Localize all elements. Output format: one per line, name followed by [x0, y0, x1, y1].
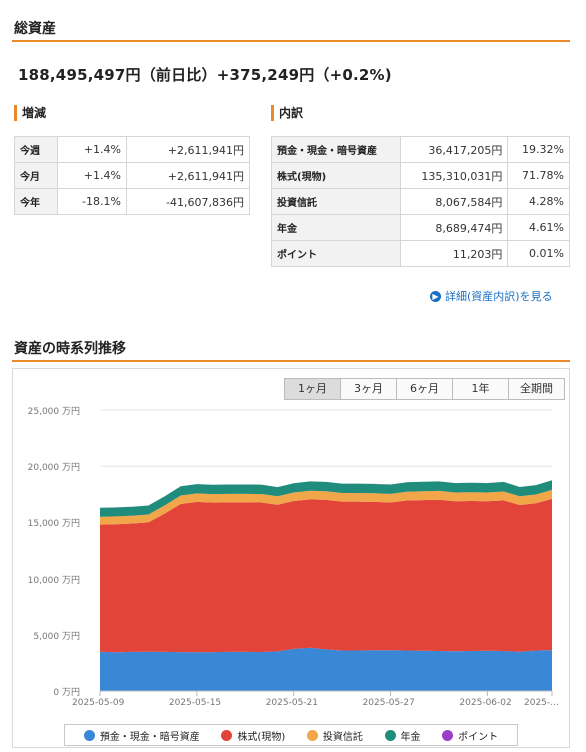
y-tick-label: 0 万円	[53, 688, 80, 698]
x-tick-label: 2025-…	[524, 698, 560, 708]
chart-frame	[12, 368, 570, 748]
asset-amount: 8,689,474円	[400, 214, 509, 241]
asset-class-label: 株式(現物)	[270, 162, 402, 189]
legend-label: 預金・現金・暗号資産	[99, 731, 200, 743]
title-divider	[12, 40, 570, 42]
range-button-4[interactable]: 全期間	[508, 378, 565, 400]
change-percent: +1.4%	[56, 162, 127, 189]
asset-percent: 19.32%	[507, 136, 570, 163]
breakdown-section-title: 内訳	[271, 104, 303, 121]
legend-dot-icon	[306, 729, 318, 741]
total-assets-summary: 188,495,497円（前日比）+375,249円（+0.2%)	[18, 66, 392, 84]
legend-item-4[interactable]: ポイント	[442, 728, 498, 743]
area-series-1	[100, 498, 552, 653]
table-row: 年金 8,689,474円 4.61%	[270, 214, 570, 241]
timeseries-divider	[12, 360, 570, 362]
asset-amount: 11,203円	[400, 240, 509, 267]
asset-class-label: ポイント	[270, 240, 402, 267]
x-tick-label: 2025-05-27	[362, 698, 415, 708]
asset-class-label: 年金	[270, 214, 402, 241]
table-row: ポイント 11,203円 0.01%	[270, 240, 570, 267]
page-title: 総資産	[14, 21, 56, 37]
x-tick-label: 2025-05-21	[265, 698, 319, 708]
legend-dot-icon	[442, 729, 454, 741]
asset-percent: 4.61%	[507, 214, 570, 241]
asset-percent: 71.78%	[507, 162, 570, 189]
table-row: 投資信託 8,067,584円 4.28%	[270, 188, 570, 215]
x-tick-label: 2025-05-15	[168, 698, 222, 708]
y-tick-label: 20,000 万円	[27, 463, 80, 474]
detail-breakdown-link-label: 詳細(資産内訳)を見る	[445, 290, 553, 303]
legend-label: 株式(現物)	[237, 731, 286, 743]
area-series-2	[100, 489, 552, 525]
y-tick-label: 25,000 万円	[27, 407, 80, 417]
legend-dot-icon	[83, 729, 95, 741]
legend-item-3[interactable]: 年金	[384, 728, 421, 743]
asset-amount: 8,067,584円	[400, 188, 509, 215]
asset-percent: 4.28%	[507, 188, 570, 215]
range-button-3[interactable]: 1年	[452, 378, 509, 400]
change-table: 今週 +1.4% +2,611,941円 今月 +1.4% +2,611,941円 今年 -1…	[14, 136, 251, 215]
y-tick-label: 5,000 万円	[33, 631, 80, 642]
y-tick-label: 10,000 万円	[27, 575, 80, 586]
change-percent: -18.1%	[56, 188, 127, 215]
change-section-title: 増減	[14, 104, 46, 121]
change-amount: +2,611,941円	[125, 162, 251, 189]
x-tick-label: 2025-06-02	[459, 698, 512, 708]
change-amount: -41,607,836円	[125, 188, 251, 215]
asset-class-label: 投資信託	[270, 188, 402, 215]
legend-label: 投資信託	[322, 731, 363, 743]
asset-amount: 36,417,205円	[400, 136, 509, 163]
legend-dot-icon	[221, 729, 233, 741]
row-label: 今年	[14, 188, 58, 215]
table-row: 今週 +1.4% +2,611,941円	[14, 136, 251, 163]
legend-item-2[interactable]: 投資信託	[306, 728, 363, 743]
detail-breakdown-link[interactable]: ▶ 詳細(資産内訳)を見る	[430, 288, 553, 304]
table-row: 今年 -18.1% -41,607,836円	[14, 188, 251, 215]
legend-label: ポイント	[458, 731, 499, 743]
legend-item-0[interactable]: 預金・現金・暗号資産	[83, 728, 200, 743]
arrow-right-circle-icon: ▶	[430, 290, 441, 302]
asset-percent: 0.01%	[507, 240, 570, 267]
change-percent: +1.4%	[56, 136, 127, 163]
legend-label: 年金	[400, 731, 421, 743]
x-tick-label: 2025-05-09	[72, 698, 125, 708]
breakdown-table: 預金・現金・暗号資産 36,417,205円 19.32% 株式(現物) 135,310…	[270, 136, 570, 267]
asset-class-label: 預金・現金・暗号資産	[270, 136, 402, 163]
row-label: 今週	[14, 136, 58, 163]
legend-dot-icon	[384, 729, 396, 741]
range-selector: 1ヶ月 3ヶ月 6ヶ月 1年 全期間	[284, 378, 565, 400]
chart-legend: 預金・現金・暗号資産 株式(現物) 投資信託 年金 ポイント	[64, 724, 518, 746]
area-series-0	[100, 647, 552, 691]
table-row: 預金・現金・暗号資産 36,417,205円 19.32%	[270, 136, 570, 163]
table-row: 今月 +1.4% +2,611,941円	[14, 162, 251, 189]
legend-item-1[interactable]: 株式(現物)	[221, 728, 285, 743]
timeseries-title: 資産の時系列推移	[14, 341, 126, 357]
area-series-3	[100, 480, 552, 517]
y-tick-label: 15,000 万円	[27, 519, 80, 530]
